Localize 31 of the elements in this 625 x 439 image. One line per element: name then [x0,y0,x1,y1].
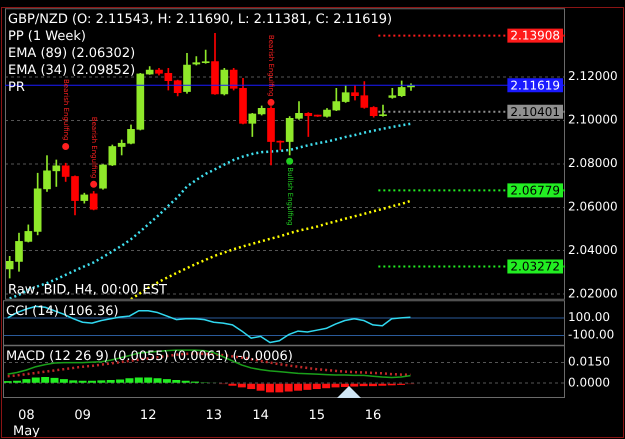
x-tick-label: 13 [205,408,222,424]
point [90,180,98,188]
y-tick-label: 2.02000 [568,286,618,300]
y-tick-label: 0.0150 [568,354,610,369]
x-tick-label: 14 [252,408,269,424]
point [268,98,274,106]
y-tick-label: 2.12000 [568,69,618,84]
ref-line-label: 2.10401 [510,104,560,119]
y-tick-label: -100.00 [568,328,614,342]
candlestick [379,104,387,117]
y-tick-label: 2.04000 [568,242,618,257]
point [286,158,294,165]
ref-line-label: 2.13908 [510,28,560,43]
y-tick-label: 2.08000 [568,156,618,170]
ref-line-label: 2.06779 [510,184,560,198]
y-tick-label: 100.00 [568,310,610,324]
annotation: EMA (34) (2.09852) [8,63,136,78]
y-tick-label: 2.10000 [568,112,618,127]
x-tick-label: 09 [74,408,91,424]
y-tick-label: 0.0000 [568,375,610,390]
x-tick-label: 15 [308,408,326,424]
y-tick-label: 2.06000 [568,199,618,214]
point [62,143,70,150]
annotation: EMA (89) (2.06302) [8,46,136,62]
ref-line-label: 2.03272 [510,260,560,274]
annotation: PP (1 Week) [8,29,86,44]
chart-title: GBP/NZD (O: 2.11543, H: 2.11690, L: 2.11381, C: 2.11619) [8,12,392,28]
x-tick-label: 08 May [12,408,40,439]
ref-line-label: 2.11619 [510,78,560,92]
x-tick-label: 12 [140,408,156,424]
x-tick-label: 16 [364,408,382,424]
